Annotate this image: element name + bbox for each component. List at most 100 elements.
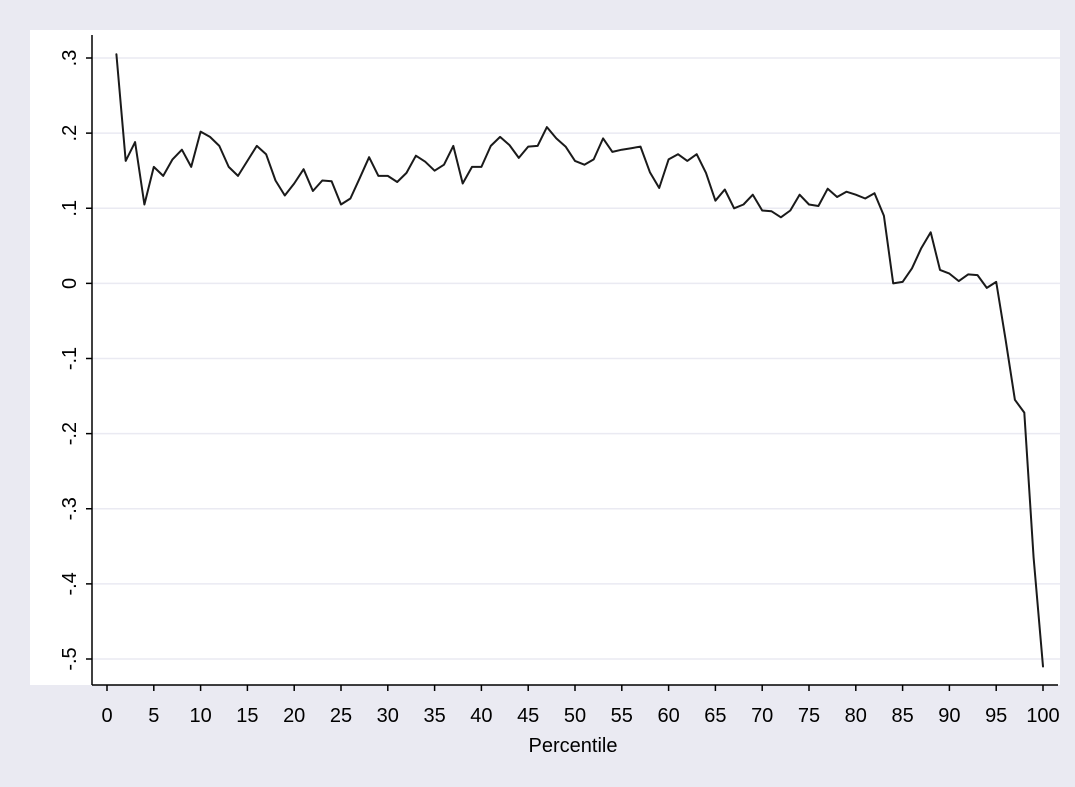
data-point [461,182,463,184]
data-point [817,205,819,207]
data-point [948,272,950,274]
data-point [527,145,529,147]
data-point [508,144,510,146]
plot-area [30,30,1060,685]
x-tick-label: 65 [704,705,726,727]
data-point [387,175,389,177]
x-tick-label: 70 [751,705,773,727]
data-point [209,136,211,138]
data-point [1032,556,1034,558]
data-point [302,168,304,170]
x-tick-label: 90 [938,705,960,727]
x-tick-label: 5 [148,705,159,727]
data-point [227,166,229,168]
x-tick-label: 75 [798,705,820,727]
data-point [761,209,763,211]
data-point [125,160,127,162]
x-tick-label: 0 [101,705,112,727]
data-point [593,158,595,160]
data-point [649,171,651,173]
x-tick-label: 85 [891,705,913,727]
y-tick-label: -.3 [59,497,81,520]
data-point [115,53,117,55]
data-point [705,172,707,174]
data-point [443,163,445,165]
data-point [340,203,342,205]
data-point [883,215,885,217]
data-point [574,160,576,162]
data-point [190,166,192,168]
data-point [658,187,660,189]
data-point [630,147,632,149]
data-point [199,130,201,132]
x-axis-ticks: 0 5 10 15 20 25 30 35 40 45 50 55 60 65 70 75 80 85 90 95 10… [101,685,1060,727]
data-point [480,166,482,168]
y-tick-label: -.5 [59,647,81,670]
data-point [490,145,492,147]
data-point [929,231,931,233]
data-point [246,160,248,162]
data-point [171,158,173,160]
data-point [518,157,520,159]
data-point [836,196,838,198]
y-tick-label: .2 [59,125,81,142]
data-point [433,169,435,171]
data-point [546,126,548,128]
y-axis-ticks: .3 .2 .1 0 -.1 -.2 -.3 -.4 -.5 [59,50,92,671]
x-tick-label: 50 [564,705,586,727]
data-point [415,154,417,156]
y-tick-label: -.2 [59,422,81,445]
data-point [845,191,847,193]
data-point [789,209,791,211]
data-point [939,269,941,271]
x-tick-label: 25 [330,705,352,727]
data-point [1023,411,1025,413]
data-point [256,145,258,147]
data-point [873,192,875,194]
data-point [995,281,997,283]
data-point [583,163,585,165]
data-point [733,207,735,209]
x-tick-label: 100 [1026,705,1059,727]
x-tick-label: 35 [423,705,445,727]
y-tick-label: 0 [59,278,81,289]
data-point [611,151,613,153]
data-point [471,166,473,168]
x-tick-label: 95 [985,705,1007,727]
data-point [958,280,960,282]
data-point [564,145,566,147]
data-point [499,136,501,138]
data-point [752,194,754,196]
y-tick-label: -.4 [59,572,81,595]
data-point [368,156,370,158]
data-point [892,282,894,284]
data-point [424,160,426,162]
data-point [827,188,829,190]
x-tick-label: 80 [845,705,867,727]
x-tick-label: 10 [189,705,211,727]
data-point [405,172,407,174]
y-tick-label: .3 [59,50,81,67]
data-point [602,137,604,139]
data-point [153,166,155,168]
data-point [770,210,772,212]
y-gridlines [92,57,1060,660]
data-point [798,194,800,196]
data-point [293,182,295,184]
data-point [237,175,239,177]
data-point [742,203,744,205]
x-axis-title: Percentile [529,735,618,757]
data-point [377,175,379,177]
data-point [864,197,866,199]
data-point [855,194,857,196]
data-point [181,148,183,150]
y-tick-label: .1 [59,200,81,217]
data-point [218,145,220,147]
data-point [621,148,623,150]
data-point [808,203,810,205]
data-point [967,273,969,275]
x-tick-label: 40 [470,705,492,727]
data-point [321,179,323,181]
data-point [911,267,913,269]
